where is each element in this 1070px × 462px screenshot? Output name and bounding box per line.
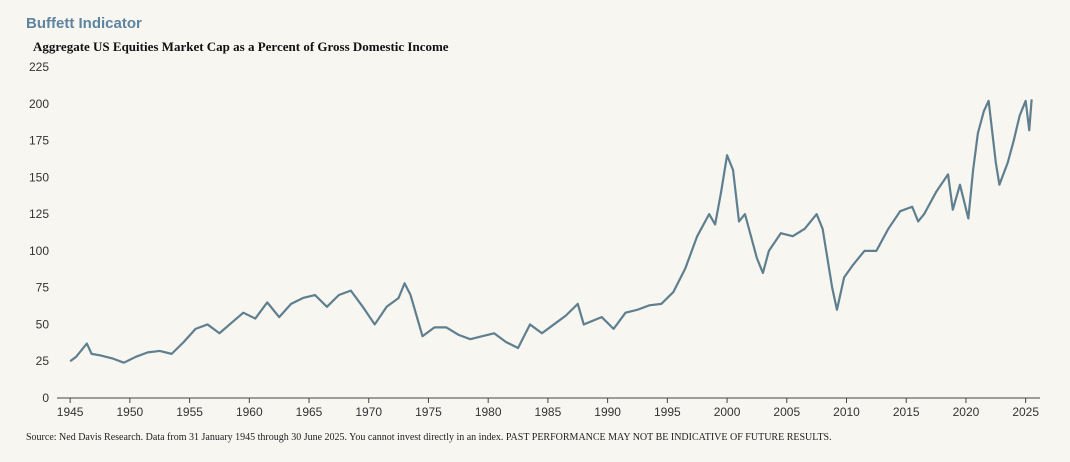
x-tick-label: 2015 (893, 405, 920, 419)
x-tick-label: 1985 (535, 405, 562, 419)
y-tick-label: 75 (36, 281, 50, 295)
y-tick-label: 0 (42, 391, 49, 405)
x-tick-label: 2020 (953, 405, 980, 419)
y-tick-label: 25 (36, 354, 50, 368)
y-tick-label: 125 (29, 207, 49, 221)
chart-title: Buffett Indicator (26, 15, 142, 32)
source-note: Source: Ned Davis Research. Data from 31… (26, 432, 832, 443)
x-tick-label: 1970 (355, 405, 382, 419)
x-tick-label: 2000 (714, 405, 741, 419)
y-tick-label: 50 (36, 317, 50, 331)
x-tick-label: 1960 (236, 405, 263, 419)
x-tick-label: 2005 (773, 405, 800, 419)
y-tick-label: 100 (29, 244, 49, 258)
y-tick-label: 225 (29, 60, 49, 74)
y-tick-label: 175 (29, 134, 49, 148)
x-tick-label: 1980 (475, 405, 502, 419)
x-tick-label: 1950 (117, 405, 144, 419)
x-tick-label: 2010 (833, 405, 860, 419)
x-tick-label: 1965 (296, 405, 323, 419)
x-tick-label: 1995 (654, 405, 681, 419)
data-line (69, 99, 1033, 364)
y-tick-label: 150 (29, 170, 49, 184)
x-tick-label: 1955 (176, 405, 203, 419)
y-tick-label: 200 (29, 97, 49, 111)
chart-subtitle: Aggregate US Equities Market Cap as a Pe… (33, 39, 449, 54)
x-tick-label: 2025 (1012, 405, 1039, 419)
x-tick-label: 1975 (415, 405, 442, 419)
x-tick-label: 1990 (594, 405, 621, 419)
x-tick-label: 1945 (57, 405, 84, 419)
